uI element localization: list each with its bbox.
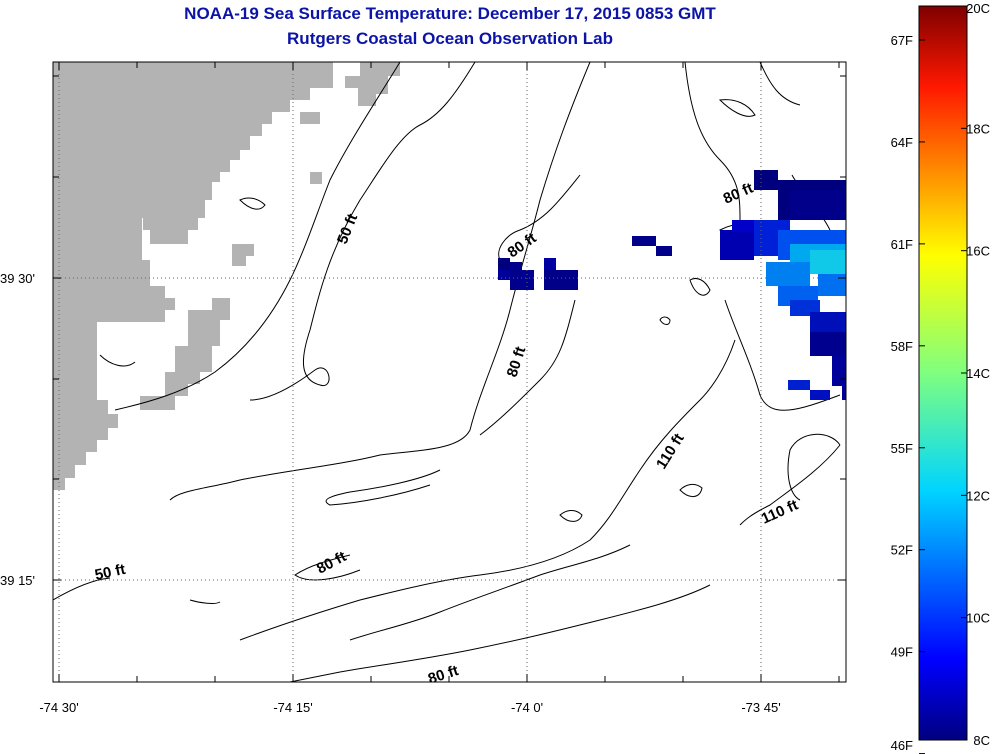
y-tick-label: 39 15' xyxy=(0,573,35,588)
celsius-label: 16C xyxy=(966,244,990,259)
fahrenheit-label: 52F xyxy=(891,543,913,558)
contour-label: 50 ft xyxy=(93,561,127,584)
sst-pixels xyxy=(498,170,846,400)
fahrenheit-label: 64F xyxy=(891,135,913,150)
land-mass xyxy=(310,172,322,184)
map-title: NOAA-19 Sea Surface Temperature: Decembe… xyxy=(184,4,716,23)
fahrenheit-label: 61F xyxy=(891,237,913,252)
graticule xyxy=(53,62,846,682)
celsius-label: 18C xyxy=(966,121,990,136)
fahrenheit-label: 67F xyxy=(891,33,913,48)
x-tick-label: -74 0' xyxy=(511,700,543,715)
tick-marks xyxy=(53,62,846,682)
y-tick-label: 39 30' xyxy=(0,271,35,286)
fahrenheit-label: 55F xyxy=(891,441,913,456)
x-axis-labels: -74 30' -74 15' -74 0' -73 45' xyxy=(39,700,780,715)
land-mass xyxy=(232,244,254,266)
celsius-label: 12C xyxy=(966,488,990,503)
x-tick-label: -73 45' xyxy=(741,700,780,715)
fahrenheit-label: 46F xyxy=(891,738,913,753)
celsius-label: 20C xyxy=(966,1,990,16)
map-subtitle: Rutgers Coastal Ocean Observation Lab xyxy=(287,29,613,48)
celsius-label: 14C xyxy=(966,366,990,381)
land-mass xyxy=(345,62,400,106)
land-mass xyxy=(53,62,333,490)
celsius-label: 10C xyxy=(966,611,990,626)
colorbar-gradient xyxy=(918,5,968,741)
fahrenheit-label: 58F xyxy=(891,339,913,354)
land-mass xyxy=(300,112,320,124)
x-tick-label: -74 30' xyxy=(39,700,78,715)
fahrenheit-label: 49F xyxy=(891,645,913,660)
land-mass xyxy=(140,298,230,410)
celsius-label: 8C xyxy=(973,733,990,748)
y-axis-labels: 39 30' 39 15' xyxy=(0,271,35,588)
depth-contours xyxy=(53,62,841,682)
x-tick-label: -74 15' xyxy=(273,700,312,715)
